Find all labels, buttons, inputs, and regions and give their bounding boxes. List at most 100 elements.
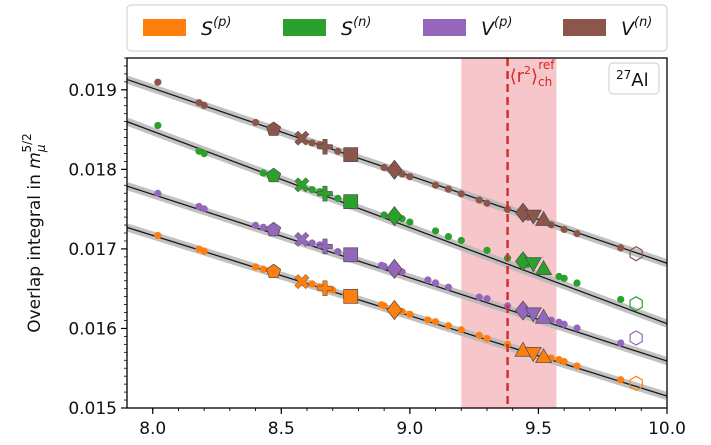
marker-0-3-square	[343, 288, 359, 304]
point-0-19	[457, 326, 465, 334]
marker-3-0-pentagon	[265, 121, 282, 136]
point-3-7	[334, 147, 342, 155]
point-1-12	[444, 232, 453, 241]
legend-label-0: S(p)	[201, 15, 231, 40]
point-1-5	[308, 186, 316, 194]
legend-swatch-0	[143, 19, 186, 36]
point-0-13	[380, 302, 388, 310]
marker-2-6-triangle_down	[524, 307, 542, 323]
marker-1-6-triangle_down	[524, 257, 542, 273]
marker-3-8-hexagon	[629, 246, 643, 262]
point-3-19	[560, 225, 568, 234]
point-2-14	[444, 283, 453, 291]
marker-1-8-hexagon	[629, 296, 643, 312]
legend-swatch-2	[423, 19, 466, 36]
point-0-0	[154, 231, 162, 240]
y-axis-title: Overlap integral in mμ5/2	[20, 133, 48, 333]
point-3-0	[154, 78, 162, 86]
point-0-20	[475, 331, 483, 339]
point-1-20	[617, 295, 625, 304]
x-tick-label-1: 8.5	[268, 419, 295, 439]
marker-3-2-plus	[317, 139, 333, 155]
point-3-20	[573, 230, 581, 238]
point-3-21	[617, 244, 625, 252]
reference-label: ⟨r2⟩chref	[510, 58, 556, 89]
marker-1-1-x	[294, 177, 310, 193]
point-1-8	[380, 211, 388, 219]
marker-2-4-diamond	[386, 258, 403, 279]
x-tick-label-4: 10.0	[648, 419, 686, 439]
marker-1-3-square	[343, 194, 359, 210]
plot-area: ⟨r2⟩chref 27Al	[127, 58, 667, 408]
point-3-12	[444, 185, 453, 193]
marker-0-2-plus	[317, 280, 333, 297]
marker-2-3-square	[343, 247, 359, 263]
axes: 8.0 8.5 9.0 9.5 10.0 0.015 0.016 0.017 0.018 0.01…	[20, 57, 686, 439]
point-1-3	[259, 169, 267, 177]
point-3-14	[475, 196, 483, 204]
marker-1-7-triangle_up	[534, 259, 553, 275]
marker-1-0-pentagon	[265, 167, 282, 183]
y-tick-label-3: 0.018	[68, 160, 117, 180]
point-2-16	[483, 295, 491, 303]
legend-label-1: S(n)	[341, 15, 371, 40]
point-2-0	[154, 189, 162, 197]
point-0-16	[424, 316, 432, 324]
point-0-21	[483, 334, 491, 343]
point-2-15	[475, 293, 483, 301]
point-0-7	[308, 280, 316, 288]
point-3-16	[503, 205, 512, 213]
point-1-19	[573, 279, 581, 287]
marker-0-0-pentagon	[265, 263, 282, 279]
nucleus-label-box	[608, 62, 660, 95]
point-1-0	[154, 121, 162, 130]
point-2-12	[424, 276, 432, 284]
point-3-13	[457, 190, 465, 198]
legend-label-2: V(p)	[481, 15, 512, 40]
point-3-3	[251, 118, 260, 127]
marker-2-7-triangle_up	[534, 308, 553, 324]
marker-0-4-diamond	[386, 299, 403, 321]
point-0-18	[444, 322, 453, 330]
point-1-13	[457, 236, 465, 245]
y-tick-label-1: 0.016	[68, 319, 117, 339]
point-0-4	[259, 265, 267, 273]
point-0-2	[200, 247, 208, 255]
marker-0-6-triangle_down	[524, 347, 542, 363]
point-0-3	[251, 263, 260, 271]
marker-3-5-diamond	[515, 202, 531, 223]
point-2-10	[380, 262, 388, 271]
marker-0-7-triangle_up	[534, 347, 553, 364]
point-2-21	[573, 324, 581, 332]
plot-content	[127, 58, 667, 408]
marker-0-8-hexagon	[629, 375, 643, 391]
point-3-15	[483, 199, 491, 207]
point-2-6	[308, 239, 316, 247]
legend: S(p) S(n) V(p) V(n)	[126, 4, 668, 52]
legend-swatch-3	[563, 19, 606, 36]
point-2-13	[431, 279, 440, 287]
marker-2-5-diamond	[515, 300, 531, 321]
legend-swatch-1	[283, 19, 326, 36]
point-2-2	[200, 205, 208, 213]
marker-2-1-x	[294, 231, 310, 247]
point-3-2	[200, 101, 208, 110]
y-tick-label-2: 0.017	[68, 240, 117, 260]
marker-2-0-pentagon	[265, 221, 282, 237]
marker-0-1-x	[294, 274, 310, 290]
point-3-11	[431, 181, 440, 189]
marker-3-3-square	[343, 147, 359, 162]
point-2-3	[251, 221, 260, 229]
point-1-7	[334, 194, 342, 202]
point-2-20	[560, 320, 568, 328]
marker-2-2-plus	[317, 238, 333, 255]
point-1-11	[431, 227, 440, 235]
x-tick-label-2: 9.0	[396, 419, 423, 439]
point-0-26	[560, 358, 568, 366]
point-0-28	[617, 376, 625, 384]
marker-1-2-plus	[317, 185, 333, 202]
legend-box	[126, 4, 668, 52]
x-tick-label-0: 8.0	[139, 419, 166, 439]
marker-1-4-diamond	[386, 206, 403, 227]
